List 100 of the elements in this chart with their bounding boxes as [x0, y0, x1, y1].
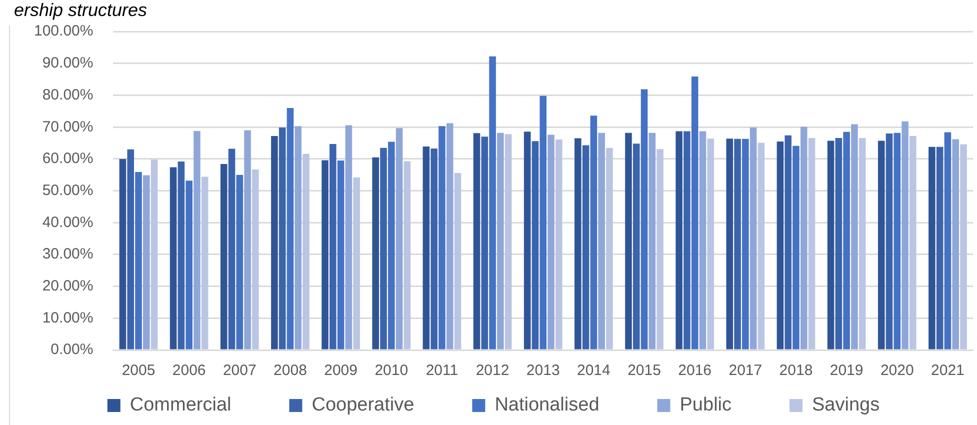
- bar: [388, 142, 395, 350]
- bar: [792, 146, 800, 350]
- bar: [322, 160, 328, 350]
- x-tick-label: 2019: [830, 362, 864, 380]
- bar: [590, 116, 598, 350]
- bar: [271, 136, 278, 350]
- bar: [489, 56, 496, 350]
- x-tick-label: 2020: [880, 362, 914, 380]
- bar: [648, 132, 656, 350]
- bar: [598, 132, 605, 350]
- bar: [504, 134, 512, 350]
- bar: [625, 132, 632, 350]
- bar: [548, 134, 554, 350]
- bar: [758, 142, 765, 350]
- bar: [750, 127, 757, 350]
- bar: [119, 158, 126, 350]
- bar: [843, 132, 850, 350]
- bar: [582, 145, 590, 350]
- y-tick-label: 40.00%: [42, 214, 94, 231]
- legend-label: Savings: [812, 394, 880, 416]
- legend-label: Public: [680, 394, 732, 416]
- bar: [606, 148, 613, 350]
- bar: [734, 138, 741, 350]
- x-tick-label: 2010: [374, 362, 408, 380]
- bar: [886, 133, 893, 350]
- bar: [220, 164, 228, 350]
- bar: [936, 146, 944, 350]
- x-tick-label: 2018: [779, 362, 813, 380]
- x-tick-label: 2006: [172, 362, 206, 380]
- bar: [858, 138, 866, 350]
- x-tick-label: 2016: [678, 362, 712, 380]
- bar: [699, 131, 706, 350]
- bar: [345, 125, 352, 350]
- x-tick-label: 2011: [426, 362, 458, 380]
- bar: [302, 154, 310, 350]
- bar: [497, 132, 504, 350]
- bar: [632, 144, 640, 350]
- bar: [944, 132, 952, 350]
- bar: [353, 177, 360, 350]
- bar: [127, 149, 134, 350]
- bar: [878, 140, 885, 350]
- x-tick-label: 2015: [628, 362, 661, 380]
- bar: [178, 162, 185, 350]
- bar: [228, 148, 236, 350]
- bar: [776, 141, 784, 350]
- x-tick-label: 2007: [222, 362, 256, 380]
- bar: [236, 174, 244, 350]
- bar: [186, 180, 192, 350]
- bar: [910, 136, 916, 350]
- legend-label: Cooperative: [312, 394, 414, 416]
- bar: [252, 169, 259, 350]
- x-tick-label: 2012: [476, 362, 510, 380]
- bar: [640, 89, 648, 350]
- bar: [707, 138, 714, 350]
- bar: [555, 140, 562, 350]
- x-tick-label: 2017: [728, 362, 762, 380]
- bar: [894, 132, 901, 350]
- chart-title: ership structures: [14, 0, 148, 20]
- x-tick-label: 2013: [526, 362, 560, 380]
- bar: [742, 138, 749, 350]
- y-tick-label: 10.00%: [42, 309, 94, 326]
- bar: [540, 96, 546, 350]
- bar: [835, 138, 842, 350]
- bar: [524, 132, 531, 350]
- bar: [396, 128, 403, 350]
- bar: [726, 138, 734, 350]
- bar: [684, 131, 690, 350]
- bar: [422, 146, 430, 350]
- y-tick-label: 30.00%: [42, 246, 94, 263]
- bar: [928, 146, 936, 350]
- y-tick-label: 60.00%: [42, 150, 94, 168]
- bar: [952, 139, 959, 350]
- y-tick-label: 90.00%: [42, 54, 94, 72]
- bar: [135, 172, 142, 350]
- bar: [960, 144, 967, 350]
- bar: [143, 175, 150, 350]
- bar: [278, 127, 286, 350]
- bar: [481, 136, 488, 350]
- bar: [902, 121, 908, 350]
- bar: [430, 148, 438, 350]
- bar: [473, 133, 480, 350]
- bar: [244, 130, 251, 350]
- bar: [446, 123, 454, 350]
- bar: [150, 160, 158, 350]
- bar: [194, 130, 200, 350]
- legend-label: Commercial: [130, 394, 232, 416]
- bar: [330, 144, 336, 350]
- bar: [404, 161, 411, 350]
- y-tick-label: 70.00%: [42, 118, 94, 136]
- bar: [372, 157, 379, 350]
- y-tick-label: 80.00%: [42, 86, 94, 104]
- bar: [676, 131, 682, 350]
- bar: [201, 176, 208, 350]
- x-tick-label: 2021: [931, 362, 964, 380]
- bar: [170, 167, 177, 350]
- bar: [808, 138, 816, 350]
- x-tick-label: 2005: [122, 362, 156, 380]
- x-tick-label: 2008: [274, 362, 307, 380]
- bar: [656, 149, 664, 350]
- y-tick-label: 100.00%: [34, 22, 94, 40]
